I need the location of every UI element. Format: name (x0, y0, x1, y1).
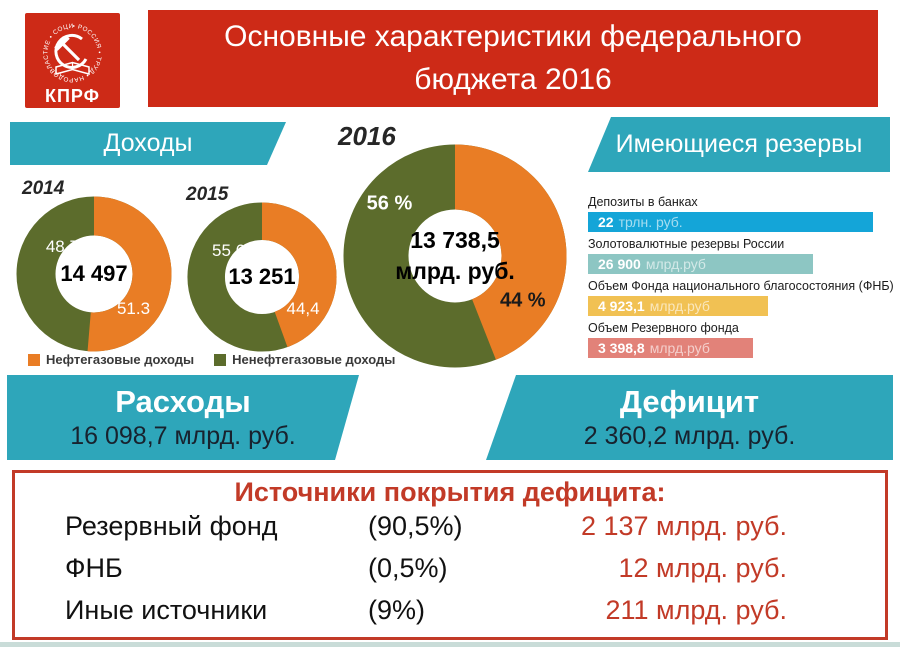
hammer-and-sickle-icon (54, 33, 90, 75)
donut-total-2015: 13 251 (228, 264, 296, 289)
year-label-2015: 2015 (186, 184, 229, 205)
deficit-source-row: Иные источники (9%) 211 млрд. руб. (15, 595, 885, 629)
incomes-section-banner: Доходы (10, 122, 286, 165)
deficit-sources-box: Источники покрытия дефицита: Резервный ф… (12, 470, 888, 640)
incomes-legend: Нефтегазовые доходы Ненефтегазовые доход… (28, 352, 395, 367)
legend-item-oil: Нефтегазовые доходы (28, 352, 194, 367)
donut-total-2016: 13 738,5 млрд. руб. (342, 143, 568, 369)
legend-label-non-oil: Ненефтегазовые доходы (232, 352, 396, 367)
reserve-unit: млрд.руб (649, 340, 710, 356)
reserve-bar: 26 900 млрд.руб (588, 254, 813, 274)
reserve-unit: млрд.руб (649, 298, 710, 314)
segment-label-orange-2014: 51.3 (116, 298, 151, 318)
donut-total-2016-value: 13 738,5 (410, 226, 500, 253)
reserve-label: Объем Резервного фонда (588, 321, 739, 335)
source-value: 211 млрд. руб. (605, 595, 788, 625)
reserves-section-banner: Имеющиеся резервы (588, 117, 890, 172)
reserve-item-gold-currency: Золотовалютные резервы России 26 900 млр… (588, 237, 888, 274)
reserve-value: 3 398,8 (598, 340, 645, 356)
slide-title-line2: бюджета 2016 (414, 62, 612, 96)
expenses-label: Расходы (115, 384, 251, 419)
segment-label-green-2014: 48.7 (45, 237, 79, 257)
legend-swatch-orange-icon (28, 353, 40, 366)
donut-chart-2015: 55,6 44,4 13 251 (186, 201, 338, 353)
source-value: 2 137 млрд. руб. (580, 511, 787, 541)
legend-item-non-oil: Ненефтегазовые доходы (214, 352, 395, 367)
source-value: 12 млрд. руб. (618, 553, 788, 583)
reserve-value: 22 (598, 214, 614, 230)
reserve-label: Золотовалютные резервы России (588, 237, 785, 251)
logo-org-name: КПРФ (45, 86, 100, 106)
year-label-2016: 2016 (338, 121, 396, 151)
donut-chart-2016: 56 % 44 % 13 738,5 млрд. руб. (342, 143, 568, 369)
reserve-unit: трлн. руб. (618, 214, 683, 230)
reserve-bar: 22 трлн. руб. (588, 212, 873, 232)
reserve-item-deposits: Депозиты в банках 22 трлн. руб. (588, 195, 888, 232)
segment-label-green-2015: 55,6 (212, 241, 246, 261)
source-percent: (90,5%) (368, 511, 463, 541)
expenses-value: 16 098,7 млрд. руб. (70, 422, 296, 450)
year-label-2014: 2014 (22, 178, 65, 199)
legend-swatch-green-icon (214, 353, 227, 366)
source-name: ФНБ (65, 553, 123, 583)
deficit-source-row: Резервный фонд (90,5%) 2 137 млрд. руб. (15, 511, 885, 545)
slide-title-line1: Основные характеристики федерального (224, 19, 802, 53)
slide-title-banner: Основные характеристики федерального бюд… (148, 10, 878, 107)
source-percent: (9%) (368, 595, 426, 625)
reserve-bar: 4 923,1 млрд.руб (588, 296, 768, 316)
source-name: Резервный фонд (65, 511, 278, 541)
donut-total-2014: 14 497 (60, 261, 128, 286)
reserve-value: 4 923,1 (598, 298, 645, 314)
reserve-item-reserve-fund: Объем Резервного фонда 3 398,8 млрд.руб (588, 321, 888, 358)
donut-total-2016-unit: млрд. руб. (395, 258, 515, 284)
legend-label-oil: Нефтегазовые доходы (46, 352, 195, 367)
reserve-bar: 3 398,8 млрд.руб (588, 338, 753, 358)
expenses-banner: Расходы 16 098,7 млрд. руб. (7, 375, 359, 460)
source-name: Иные источники (65, 595, 268, 625)
incomes-section-label: Доходы (103, 129, 193, 157)
deficit-source-row: ФНБ (0,5%) 12 млрд. руб. (15, 553, 885, 587)
bottom-decor-strip (0, 642, 900, 647)
kprf-logo-emblem: • РОССИЯ • ТРУД • НАРОДОВЛАСТИЕ • СОЦИАЛ… (25, 13, 120, 108)
deficit-value: 2 360,2 млрд. руб. (583, 422, 796, 450)
reserve-label: Объем Фонда национального благосостояния… (588, 279, 894, 293)
reserve-value: 26 900 (598, 256, 641, 272)
reserves-section-label: Имеющиеся резервы (615, 130, 863, 158)
deficit-sources-title: Источники покрытия дефицита: (234, 477, 666, 507)
source-percent: (0,5%) (368, 553, 448, 583)
reserve-unit: млрд.руб (645, 256, 706, 272)
kprf-logo: • РОССИЯ • ТРУД • НАРОДОВЛАСТИЕ • СОЦИАЛ… (25, 13, 120, 108)
segment-label-green-2016: 56 % (366, 192, 413, 215)
reserve-item-fnb: Объем Фонда национального благосостояния… (588, 279, 894, 316)
segment-label-orange-2016: 44 % (500, 289, 546, 312)
deficit-label: Дефицит (619, 384, 760, 419)
reserve-label: Депозиты в банках (588, 195, 698, 209)
segment-label-orange-2015: 44,4 (286, 298, 320, 318)
deficit-banner: Дефицит 2 360,2 млрд. руб. (486, 375, 893, 460)
donut-chart-2014: 48.7 51.3 14 497 (15, 195, 173, 353)
